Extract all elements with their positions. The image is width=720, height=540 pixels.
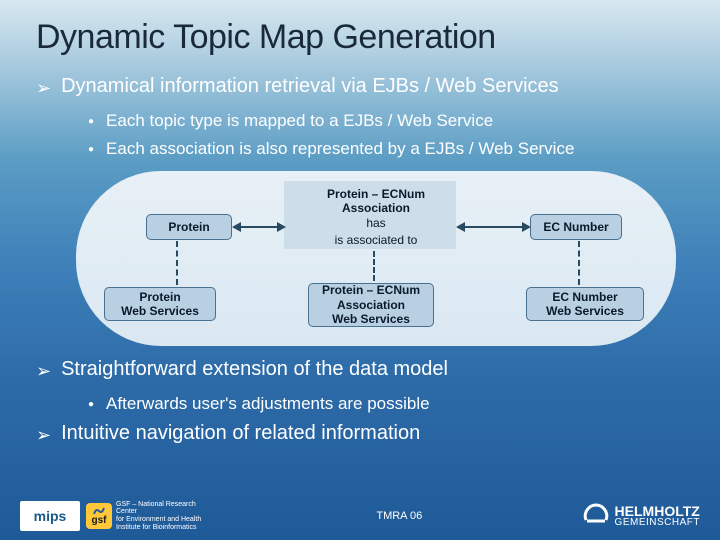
arrow-head-icon <box>277 222 286 232</box>
dashed-connector <box>176 241 178 285</box>
helmholtz-icon <box>583 503 609 529</box>
dashed-connector <box>373 251 375 281</box>
sub-bullet-item: ● Afterwards user's adjustments are poss… <box>88 394 684 416</box>
page-title: Dynamic Topic Map Generation <box>36 18 684 57</box>
dot-icon: ● <box>88 394 94 416</box>
arrow-line <box>458 226 526 228</box>
bullet-item: ➢ Straightforward extension of the data … <box>36 358 684 384</box>
node-protein-ws: Protein Web Services <box>104 287 216 321</box>
bullet-text: Dynamical information retrieval via EJBs… <box>61 75 559 98</box>
association-diagram: Protein – ECNum Association has is assoc… <box>76 171 676 346</box>
chevron-right-icon: ➢ <box>36 358 51 384</box>
sub-bullet-item: ● Each topic type is mapped to a EJBs / … <box>88 111 684 133</box>
assoc-relation: is associated to <box>301 233 451 247</box>
gsf-text: GSF – National Research Center for Envir… <box>116 501 216 532</box>
assoc-has: has <box>301 216 451 230</box>
dot-icon: ● <box>88 139 94 161</box>
gsf-logo-group: gsf GSF – National Research Center for E… <box>86 501 216 532</box>
mips-logo: mips <box>20 501 80 531</box>
bullet-item: ➢ Dynamical information retrieval via EJ… <box>36 75 684 101</box>
bullet-text: Straightforward extension of the data mo… <box>61 358 448 381</box>
footer-conference: TMRA 06 <box>216 510 583 522</box>
node-protein: Protein <box>146 214 232 240</box>
arrow-head-icon <box>232 222 241 232</box>
arrow-head-icon <box>456 222 465 232</box>
helmholtz-logo: HELMHOLTZ GEMEINSCHAFT <box>583 503 700 529</box>
sub-bullet-item: ● Each association is also represented b… <box>88 139 684 161</box>
dashed-connector <box>578 241 580 285</box>
bullet-item: ➢ Intuitive navigation of related inform… <box>36 422 684 448</box>
node-ec-number-ws: EC Number Web Services <box>526 287 644 321</box>
node-assoc-ws: Protein – ECNum Association Web Services <box>308 283 434 327</box>
association-label: Protein – ECNum Association has <box>301 187 451 230</box>
node-ec-number: EC Number <box>530 214 622 240</box>
slide-footer: mips gsf GSF – National Research Center … <box>0 492 720 540</box>
helmholtz-text: HELMHOLTZ GEMEINSCHAFT <box>615 504 700 528</box>
bullet-text: Each topic type is mapped to a EJBs / We… <box>106 111 493 131</box>
chevron-right-icon: ➢ <box>36 422 51 448</box>
bullet-text: Each association is also represented by … <box>106 139 574 159</box>
bullet-text: Afterwards user's adjustments are possib… <box>106 394 430 414</box>
bullet-text: Intuitive navigation of related informat… <box>61 422 420 445</box>
mips-logo-group: mips gsf GSF – National Research Center … <box>20 501 216 532</box>
dot-icon: ● <box>88 111 94 133</box>
chevron-right-icon: ➢ <box>36 75 51 101</box>
assoc-title: Protein – ECNum Association <box>301 187 451 216</box>
gsf-badge-icon: gsf <box>86 503 112 529</box>
arrow-line <box>234 226 281 228</box>
